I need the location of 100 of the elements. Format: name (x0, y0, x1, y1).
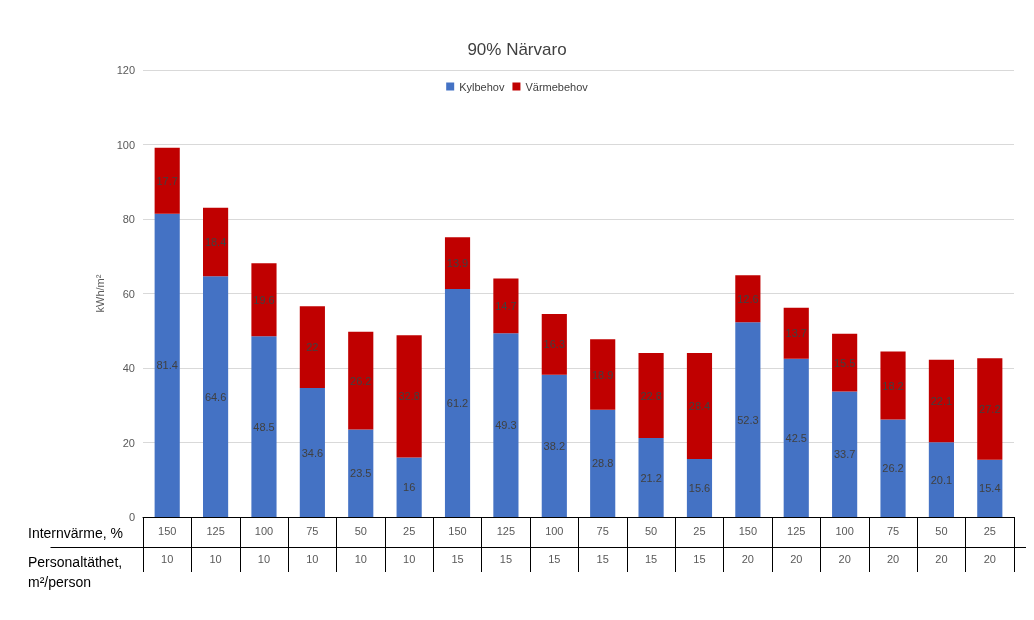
data-label: 14.7 (495, 299, 517, 312)
data-label: 22.8 (640, 389, 662, 402)
bar (154, 213, 180, 517)
bar (735, 322, 761, 517)
bar (977, 358, 1003, 460)
bar (928, 359, 954, 443)
text: Personaltäthet, m²/person (28, 554, 127, 590)
data-label: 16 (403, 481, 416, 494)
data-label: 15.4 (979, 482, 1001, 495)
category-label: 50 20 (935, 525, 948, 565)
data-label: 34.6 (301, 446, 324, 459)
data-label: 32.8 (398, 390, 420, 403)
category-label: 25 20 (983, 525, 996, 565)
category-label: 100 20 (835, 525, 854, 565)
bar (686, 353, 713, 459)
y-tick-label: 0 (128, 511, 135, 523)
bar (832, 333, 858, 392)
bar (396, 457, 422, 517)
category-label: 125 15 (496, 525, 516, 565)
data-label: 28.8 (591, 457, 614, 470)
bar (590, 339, 616, 410)
text: Internvärme, % (28, 525, 123, 541)
bar (493, 333, 519, 517)
bar (348, 331, 374, 430)
bar (444, 237, 471, 290)
data-label: 15.5 (833, 356, 856, 369)
data-label: 13.7 (785, 327, 807, 340)
data-label: 28.4 (688, 399, 711, 412)
bar (444, 289, 471, 517)
y-tick-label: 100 (116, 138, 135, 151)
category-label: 150 15 (448, 525, 467, 565)
bar (396, 335, 422, 458)
data-label: 22 (306, 341, 319, 354)
data-label: 38.2 (543, 439, 566, 452)
data-label: 81.4 (156, 359, 178, 372)
y-tick-label: 40 (122, 362, 135, 374)
category-label: 25 10 (403, 525, 416, 565)
category-label: 125 20 (787, 525, 806, 565)
data-label: 21.2 (640, 471, 662, 484)
data-label: 26.2 (350, 374, 372, 387)
y-tick-label: 120 (116, 64, 135, 76)
y-axis-title: kWh/m² (93, 274, 106, 313)
data-label: 42.5 (785, 431, 807, 444)
data-label: 20.1 (930, 473, 953, 486)
bar (735, 275, 761, 323)
data-label: 13.9 (446, 257, 469, 270)
data-label: 49.3 (495, 419, 517, 432)
y-tick-label: 60 (122, 287, 135, 300)
data-label: 52.3 (737, 413, 759, 426)
bar (783, 307, 809, 359)
y-tick-label: 20 (122, 436, 135, 449)
bar (154, 147, 180, 214)
category-label: 150 10 (158, 525, 177, 565)
y-tick-label: 80 (122, 213, 135, 225)
data-label: 64.6 (204, 390, 227, 403)
data-label: 61.2 (446, 397, 469, 410)
bar (880, 419, 906, 517)
bar (832, 391, 858, 517)
data-label: 48.5 (253, 420, 275, 433)
category-label: 125 10 (206, 525, 225, 565)
bar (638, 438, 664, 517)
chart-title: 90% Närvaro (467, 40, 567, 59)
bar (541, 313, 567, 375)
legend-label: Värmebehov (525, 80, 589, 93)
data-label: 18.9 (591, 368, 614, 381)
bar (299, 388, 325, 517)
bar (541, 374, 567, 517)
data-label: 15.6 (688, 481, 711, 494)
bar (493, 278, 519, 334)
category-label: 100 15 (545, 525, 564, 565)
bar (251, 263, 277, 337)
bar (928, 442, 954, 517)
data-label: 26.2 (882, 462, 904, 475)
data-label: 19.6 (253, 293, 275, 306)
bar (348, 429, 374, 517)
category-label: 75 20 (886, 525, 900, 565)
data-label: 16.3 (543, 338, 566, 351)
category-label: 150 20 (738, 525, 758, 565)
bar (299, 306, 325, 389)
category-label: 50 10 (354, 525, 367, 565)
data-label: 22.1 (930, 394, 953, 407)
category-label: 75 10 (306, 525, 319, 565)
bar (880, 351, 906, 420)
data-label: 33.7 (833, 448, 856, 461)
bar (251, 336, 277, 517)
data-label: 17.7 (156, 174, 178, 187)
legend-label: Kylbehov (459, 80, 505, 93)
data-label: 18.4 (204, 236, 227, 249)
data-label: 27.2 (979, 402, 1001, 415)
category-label: 100 10 (254, 525, 274, 565)
data-label: 18.2 (882, 379, 904, 392)
bar (203, 207, 229, 277)
data-label: 12.6 (737, 292, 759, 305)
bar (977, 459, 1003, 517)
bar (590, 409, 616, 517)
category-label: 50 15 (644, 525, 658, 565)
bar (638, 353, 664, 439)
bar (686, 458, 713, 517)
bar (783, 358, 809, 517)
category-label: 25 15 (693, 525, 706, 565)
